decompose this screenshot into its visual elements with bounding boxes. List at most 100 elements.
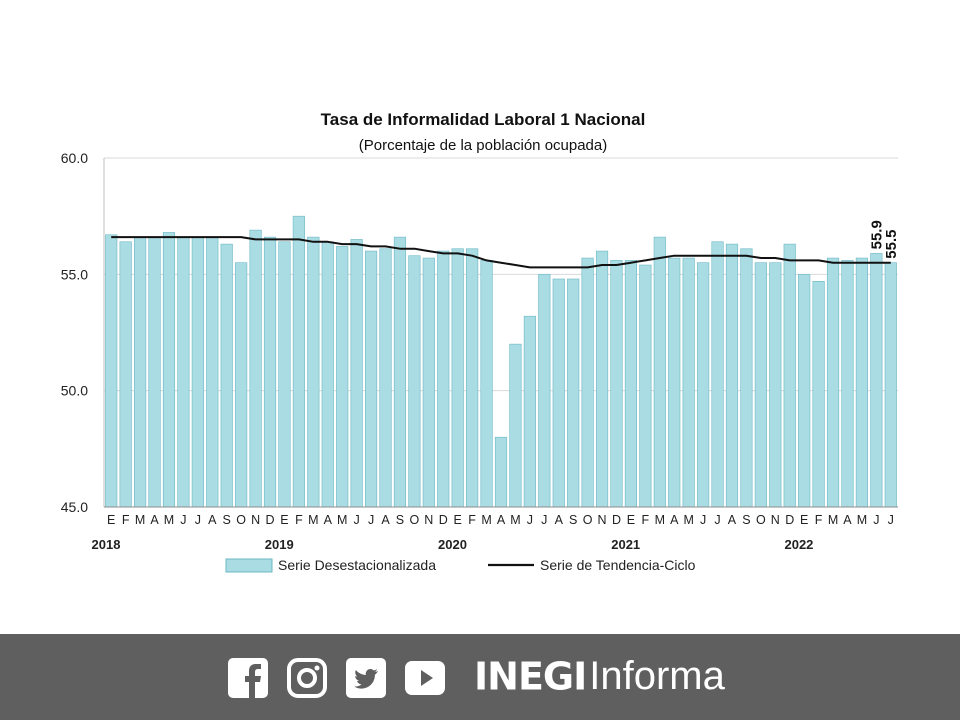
year-label: 2021 [611, 537, 640, 552]
x-tick-label: F [642, 513, 650, 527]
x-tick-label: M [510, 513, 520, 527]
trend-series [111, 236, 891, 269]
x-tick-label: O [756, 513, 766, 527]
bar [379, 248, 392, 508]
x-tick-label: D [612, 513, 621, 527]
x-tick-label: E [454, 513, 462, 527]
facebook-icon[interactable] [228, 658, 268, 698]
bar [162, 232, 176, 508]
x-tick-label: A [728, 513, 737, 527]
x-tick-label: M [164, 513, 174, 527]
x-tick-label: M [683, 513, 693, 527]
bar [798, 274, 811, 508]
x-tick-label: F [815, 513, 823, 527]
bar [754, 262, 767, 508]
x-tick-label: F [295, 513, 303, 527]
bar [278, 241, 291, 508]
bar [480, 260, 493, 508]
bar [134, 236, 147, 508]
y-tick-label: 45.0 [61, 499, 88, 515]
brand-light: Informa [589, 654, 725, 698]
legend-label-trend: Serie de Tendencia-Ciclo [540, 557, 696, 573]
x-tick-label: N [598, 513, 607, 527]
x-tick-label: J [368, 513, 374, 527]
y-tick-label: 60.0 [61, 150, 88, 166]
bars [105, 215, 897, 508]
x-tick-label: A [497, 513, 506, 527]
bar [321, 241, 334, 508]
x-tick-label: J [527, 513, 533, 527]
x-tick-label: M [655, 513, 665, 527]
x-tick-label: M [308, 513, 318, 527]
bar [595, 250, 609, 508]
bar [393, 236, 407, 508]
bar [177, 236, 190, 508]
x-tick-label: O [410, 513, 420, 527]
x-tick-label: M [481, 513, 491, 527]
x-tick-label: A [150, 513, 159, 527]
data-label: 55.5 [883, 229, 900, 258]
bar [422, 257, 435, 508]
x-tick-label: J [700, 513, 706, 527]
x-tick-label: O [583, 513, 593, 527]
data-label: 55.9 [868, 220, 885, 249]
year-label: 2022 [784, 537, 813, 552]
bar [466, 248, 479, 508]
bar [841, 260, 854, 508]
x-tick-label: S [569, 513, 577, 527]
x-tick-label: A [381, 513, 390, 527]
x-tick-label: S [396, 513, 404, 527]
x-tick-label: D [266, 513, 275, 527]
x-tick-label: F [122, 513, 130, 527]
bar [191, 236, 204, 508]
x-tick-label: J [541, 513, 547, 527]
legend-label-bars: Serie Desestacionalizada [278, 557, 436, 573]
bar [668, 257, 681, 508]
bar [336, 246, 349, 508]
youtube-icon[interactable] [405, 658, 445, 698]
x-tick-label: A [843, 513, 852, 527]
x-tick-label: A [555, 513, 564, 527]
bar [769, 262, 782, 508]
x-tick-label: A [670, 513, 679, 527]
bar [812, 281, 825, 508]
year-label: 2018 [92, 537, 121, 552]
x-tick-label: J [714, 513, 720, 527]
legend: Serie Desestacionalizada Serie de Tenden… [225, 557, 696, 573]
bar [220, 243, 233, 508]
chart-subtitle: (Porcentaje de la población ocupada) [359, 137, 608, 154]
bar [538, 274, 551, 508]
bar [148, 236, 161, 508]
bar [364, 250, 378, 508]
chart: Tasa de Informalidad Laboral 1 Nacional … [61, 110, 900, 573]
bar [884, 262, 897, 508]
trend-line [111, 236, 891, 269]
twitter-icon[interactable] [346, 658, 386, 698]
x-tick-label: N [251, 513, 260, 527]
brand-bold: INEGI [474, 654, 587, 699]
bar [624, 260, 638, 508]
bar [206, 236, 219, 508]
bar [725, 243, 739, 508]
x-tick-label: S [742, 513, 750, 527]
instagram-icon[interactable] [287, 658, 327, 698]
bar [653, 236, 666, 508]
year-label: 2019 [265, 537, 294, 552]
bar [437, 250, 450, 508]
footer-bar: INEGIInforma [0, 634, 960, 720]
y-tick-label: 55.0 [61, 266, 88, 282]
brand-logo: INEGIInforma [474, 654, 725, 700]
x-tick-label: M [337, 513, 347, 527]
x-tick-label: E [627, 513, 635, 527]
x-tick-label: E [280, 513, 288, 527]
chart-title: Tasa de Informalidad Laboral 1 Nacional [321, 110, 646, 129]
legend-swatch-bars [225, 558, 273, 573]
x-tick-label: E [800, 513, 808, 527]
year-label: 2020 [438, 537, 467, 552]
bar [740, 248, 753, 508]
bar [451, 248, 464, 508]
bar [292, 215, 305, 508]
bar [408, 255, 421, 508]
bar [581, 257, 594, 508]
bar [249, 229, 262, 508]
